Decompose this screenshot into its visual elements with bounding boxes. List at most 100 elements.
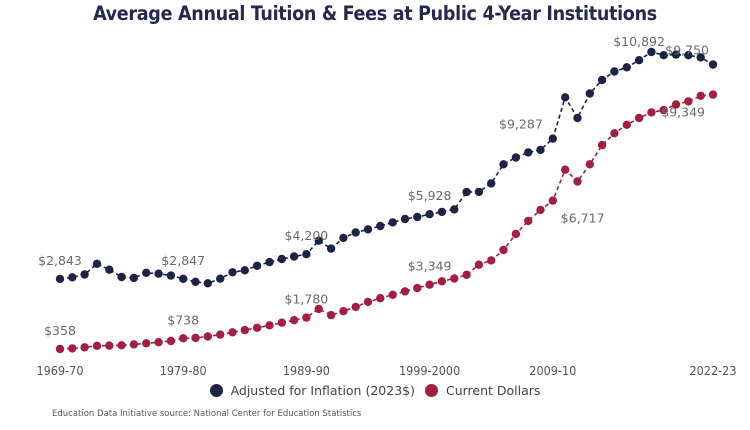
data-point-inflation[interactable] bbox=[684, 51, 693, 60]
data-point-current[interactable] bbox=[166, 336, 176, 346]
data-point-current[interactable] bbox=[610, 129, 619, 138]
data-point-inflation[interactable] bbox=[265, 257, 274, 267]
data-point-inflation[interactable] bbox=[536, 145, 545, 155]
data-point-inflation[interactable] bbox=[302, 250, 311, 259]
data-point-inflation[interactable] bbox=[524, 148, 533, 157]
data-point-inflation[interactable] bbox=[228, 268, 237, 277]
data-point-inflation[interactable] bbox=[659, 51, 668, 60]
data-point-inflation[interactable] bbox=[400, 214, 410, 224]
data-point-inflation[interactable] bbox=[376, 221, 385, 231]
data-point-inflation[interactable] bbox=[68, 273, 77, 282]
data-point-current[interactable] bbox=[425, 280, 434, 289]
data-point-inflation[interactable] bbox=[425, 210, 434, 219]
data-point-inflation[interactable] bbox=[80, 270, 89, 279]
data-point-current[interactable] bbox=[388, 290, 397, 299]
data-point-current[interactable] bbox=[597, 140, 607, 150]
data-point-inflation[interactable] bbox=[696, 53, 705, 62]
data-point-inflation[interactable] bbox=[203, 279, 212, 288]
data-point-current[interactable] bbox=[105, 341, 114, 350]
data-point-current[interactable] bbox=[585, 160, 594, 169]
data-point-inflation[interactable] bbox=[462, 187, 471, 197]
data-point-inflation[interactable] bbox=[413, 212, 422, 222]
data-point-current[interactable] bbox=[339, 307, 348, 316]
data-point-inflation[interactable] bbox=[499, 160, 508, 169]
data-point-inflation[interactable] bbox=[154, 269, 163, 278]
data-point-inflation[interactable] bbox=[437, 207, 447, 217]
data-point-current[interactable] bbox=[659, 105, 668, 115]
data-point-current[interactable] bbox=[302, 313, 311, 322]
data-point-current[interactable] bbox=[622, 120, 631, 129]
data-point-inflation[interactable] bbox=[585, 89, 594, 98]
data-point-current[interactable] bbox=[573, 177, 582, 186]
data-point-current[interactable] bbox=[708, 90, 718, 99]
data-point-inflation[interactable] bbox=[129, 273, 139, 283]
data-point-current[interactable] bbox=[524, 216, 533, 226]
data-point-inflation[interactable] bbox=[55, 274, 65, 284]
data-point-inflation[interactable] bbox=[191, 277, 200, 286]
data-point-current[interactable] bbox=[499, 245, 508, 255]
data-point-current[interactable] bbox=[252, 323, 262, 332]
data-point-inflation[interactable] bbox=[548, 134, 557, 143]
data-point-current[interactable] bbox=[55, 344, 65, 354]
data-point-current[interactable] bbox=[376, 294, 385, 303]
data-point-inflation[interactable] bbox=[240, 266, 249, 275]
data-point-current[interactable] bbox=[647, 108, 656, 117]
data-point-current[interactable] bbox=[80, 343, 89, 352]
data-point-current[interactable] bbox=[228, 328, 237, 337]
data-point-current[interactable] bbox=[117, 341, 126, 350]
data-point-inflation[interactable] bbox=[511, 153, 521, 162]
data-point-current[interactable] bbox=[634, 113, 644, 123]
data-point-current[interactable] bbox=[277, 318, 286, 327]
data-point-inflation[interactable] bbox=[252, 261, 262, 270]
data-point-current[interactable] bbox=[684, 97, 693, 106]
data-point-inflation[interactable] bbox=[573, 113, 582, 123]
data-point-inflation[interactable] bbox=[92, 259, 102, 268]
data-point-current[interactable] bbox=[154, 338, 163, 347]
data-point-inflation[interactable] bbox=[622, 63, 631, 72]
data-point-current[interactable] bbox=[450, 274, 459, 283]
data-point-current[interactable] bbox=[179, 334, 188, 343]
data-point-current[interactable] bbox=[548, 196, 557, 205]
data-point-current[interactable] bbox=[314, 304, 323, 314]
data-point-inflation[interactable] bbox=[314, 236, 323, 245]
data-point-current[interactable] bbox=[696, 91, 705, 101]
data-point-current[interactable] bbox=[536, 205, 545, 215]
data-point-inflation[interactable] bbox=[610, 67, 619, 76]
data-point-current[interactable] bbox=[240, 325, 249, 335]
legend-item-inflation[interactable]: Adjusted for Inflation (2023$) bbox=[209, 383, 415, 398]
data-point-inflation[interactable] bbox=[708, 60, 718, 69]
data-point-inflation[interactable] bbox=[326, 244, 336, 253]
data-point-inflation[interactable] bbox=[363, 225, 373, 234]
data-point-current[interactable] bbox=[561, 165, 570, 174]
data-point-inflation[interactable] bbox=[634, 56, 644, 65]
data-point-current[interactable] bbox=[203, 332, 212, 341]
data-point-inflation[interactable] bbox=[474, 187, 484, 197]
data-point-current[interactable] bbox=[363, 297, 373, 307]
data-point-current[interactable] bbox=[400, 287, 410, 296]
data-point-inflation[interactable] bbox=[142, 268, 151, 277]
data-point-current[interactable] bbox=[326, 310, 336, 320]
data-point-current[interactable] bbox=[191, 333, 200, 343]
data-point-current[interactable] bbox=[216, 330, 225, 339]
data-point-current[interactable] bbox=[142, 339, 151, 348]
data-point-current[interactable] bbox=[129, 340, 139, 349]
data-point-inflation[interactable] bbox=[179, 274, 188, 283]
data-point-inflation[interactable] bbox=[351, 228, 360, 237]
data-point-inflation[interactable] bbox=[597, 75, 607, 85]
data-point-inflation[interactable] bbox=[647, 47, 656, 57]
data-point-inflation[interactable] bbox=[289, 252, 299, 261]
data-point-inflation[interactable] bbox=[277, 254, 286, 264]
data-point-current[interactable] bbox=[671, 100, 681, 109]
data-point-inflation[interactable] bbox=[561, 93, 570, 102]
data-point-current[interactable] bbox=[351, 302, 360, 312]
data-point-current[interactable] bbox=[487, 256, 496, 265]
data-point-inflation[interactable] bbox=[487, 179, 496, 188]
data-point-current[interactable] bbox=[437, 277, 447, 286]
data-point-inflation[interactable] bbox=[216, 274, 225, 283]
data-point-current[interactable] bbox=[92, 341, 102, 350]
data-point-current[interactable] bbox=[265, 321, 274, 330]
data-point-current[interactable] bbox=[413, 283, 422, 293]
data-point-current[interactable] bbox=[68, 344, 77, 353]
data-point-current[interactable] bbox=[511, 229, 521, 239]
data-point-inflation[interactable] bbox=[105, 265, 114, 274]
